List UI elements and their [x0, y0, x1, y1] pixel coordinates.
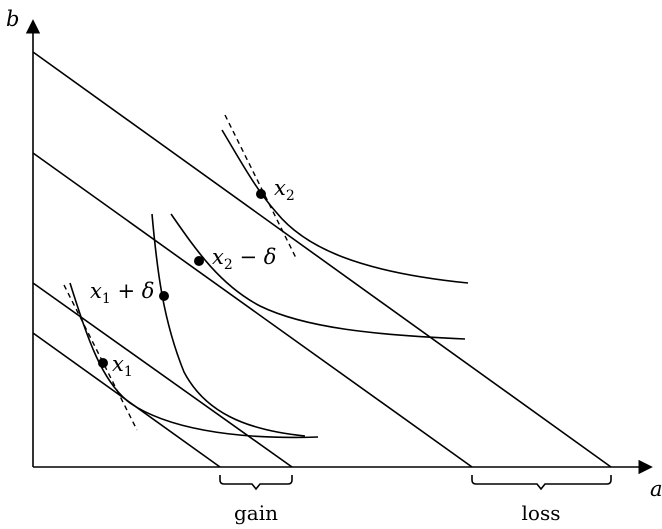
budget-line-3	[32, 152, 473, 468]
indifference-curve-x2	[221, 129, 469, 284]
loss-brace	[471, 475, 612, 491]
y-axis-label: b	[6, 7, 19, 31]
label-x2: x2	[274, 176, 295, 204]
loss-label: loss	[522, 501, 561, 525]
gain-label: gain	[234, 501, 278, 525]
label-x1-plus-delta: x1 + δ	[90, 279, 154, 307]
tangent-line-x1	[63, 284, 138, 431]
indifference-curve-x1-plus-delta	[151, 213, 306, 437]
label-x2-minus-delta: x2 − δ	[212, 245, 276, 273]
label-x1: x1	[112, 352, 133, 380]
point-x1-plus-delta	[159, 291, 169, 301]
x-axis-label: a	[650, 477, 662, 501]
indifference-curve-x2-minus-delta	[170, 213, 466, 340]
indifference-curve-x1	[69, 282, 319, 439]
point-x2-minus-delta	[194, 256, 204, 266]
point-x1	[98, 358, 108, 368]
point-x2	[256, 189, 266, 199]
gain-brace	[219, 475, 293, 491]
budget-line-4	[32, 51, 612, 468]
